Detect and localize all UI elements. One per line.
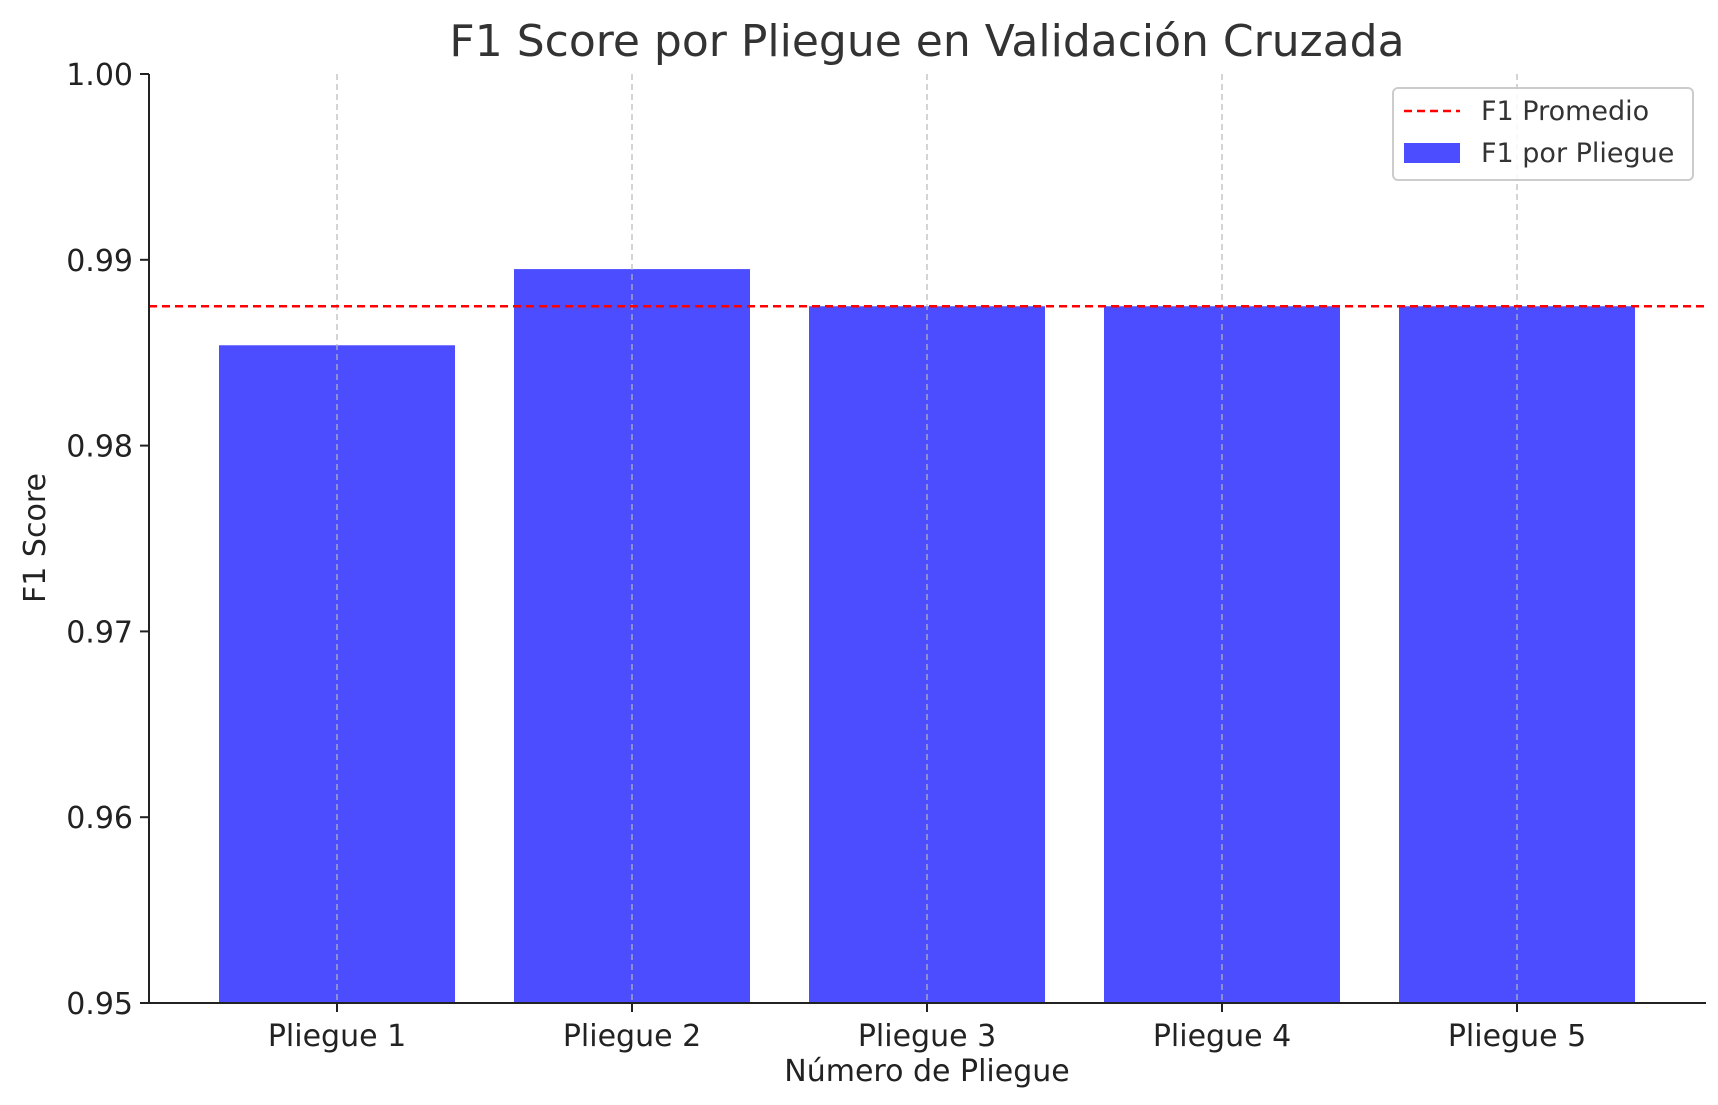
x-axis-label: Número de Pliegue [784, 1054, 1069, 1089]
x-tick-label-5: Pliegue 5 [1448, 1019, 1586, 1054]
y-tick-label-5: 0.99 [66, 244, 133, 279]
y-tick-label-6: 1.00 [66, 58, 133, 93]
legend-box [1392, 87, 1694, 181]
x-tick-label-3: Pliegue 3 [858, 1019, 996, 1054]
reference-line-layer [149, 74, 1706, 1003]
chart-title: F1 Score por Pliegue en Validación Cruza… [449, 16, 1404, 67]
legend-bar-swatch [1404, 143, 1460, 163]
y-axis-label: F1 Score [18, 473, 53, 603]
x-ticks: Pliegue 1 Pliegue 2 Pliegue 3 Pliegue 4 Plie… [268, 1003, 1586, 1054]
x-tick-label-2: Pliegue 2 [563, 1019, 701, 1054]
legend-bar-label: F1 por Pliegue [1481, 138, 1674, 169]
legend: F1 Promedio F1 por Pliegue [1392, 87, 1694, 181]
legend-reference-label: F1 Promedio [1481, 96, 1649, 127]
x-tick-label-4: Pliegue 4 [1153, 1019, 1291, 1054]
y-tick-label-2: 0.96 [66, 801, 133, 836]
y-tick-label-1: 0.95 [66, 987, 133, 1022]
y-ticks: 0.95 0.96 0.97 0.98 0.99 1.00 [66, 58, 149, 1022]
y-tick-label-4: 0.98 [66, 430, 133, 465]
y-tick-label-3: 0.97 [66, 615, 133, 650]
x-tick-label-1: Pliegue 1 [268, 1019, 406, 1054]
